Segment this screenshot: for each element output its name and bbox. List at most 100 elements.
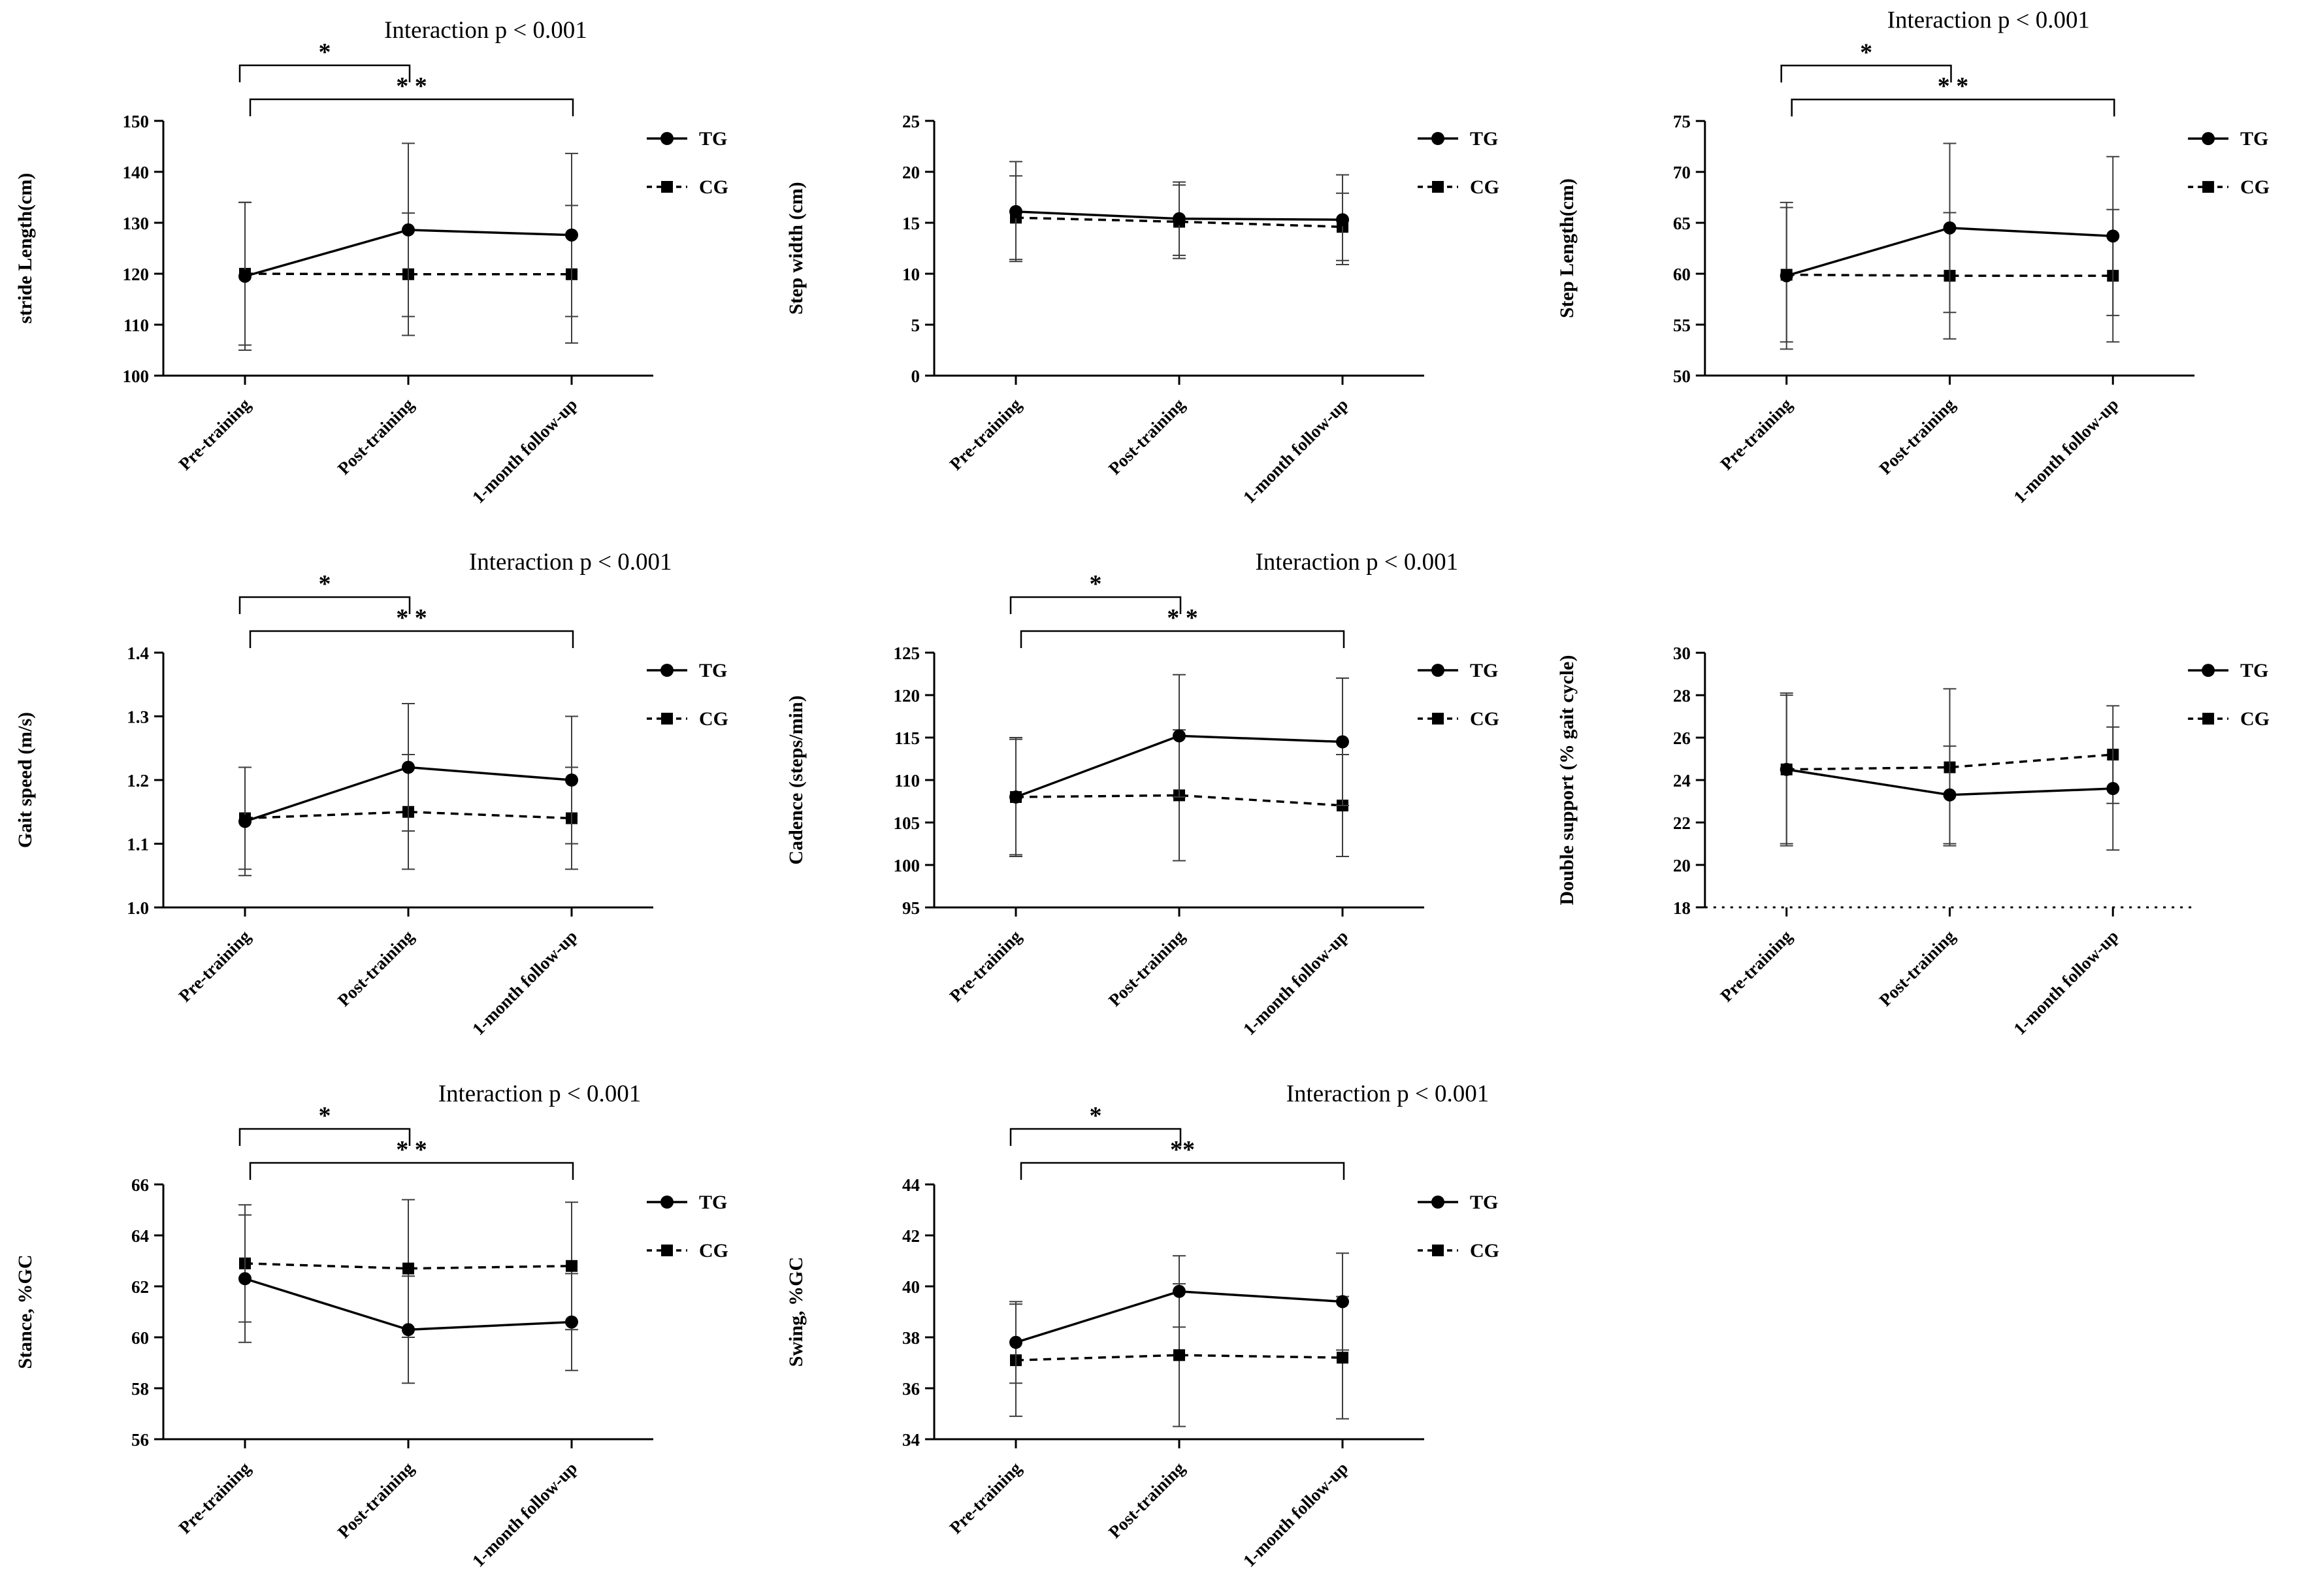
svg-text:115: 115 <box>894 728 920 748</box>
double-support-chart: 18 20 22 24 26 28 30 Pre-training Post-training 1… <box>1556 643 2270 1039</box>
chart-panel-stance: 56 58 60 62 64 66 Pre-training Post-training 1-m… <box>0 1064 771 1595</box>
svg-text:66: 66 <box>131 1175 149 1195</box>
svg-text:CG: CG <box>1470 1240 1499 1262</box>
step-width-chart: 0 5 10 15 20 25 Pre-training Post-training 1-mon… <box>785 112 1499 507</box>
svg-text:20: 20 <box>902 163 920 182</box>
svg-text:Pre-training: Pre-training <box>946 395 1026 474</box>
svg-text:*: * <box>1090 1102 1102 1130</box>
svg-text:140: 140 <box>123 163 150 182</box>
svg-text:Post-training: Post-training <box>334 1458 418 1542</box>
svg-text:TG: TG <box>2240 128 2268 150</box>
chart-panel-double-support: 18 20 22 24 26 28 30 Pre-training Post-training 1… <box>1542 532 2312 1064</box>
svg-text:1-month follow-up: 1-month follow-up <box>1239 395 1352 507</box>
svg-text:55: 55 <box>1673 316 1691 335</box>
svg-text:15: 15 <box>902 214 920 233</box>
svg-text:Post-training: Post-training <box>334 395 418 479</box>
svg-text:Interaction p < 0.001: Interaction p < 0.001 <box>1887 6 2090 33</box>
cadence-chart: 95 100 105 110 115 120 125 Pre-training Post-tra… <box>785 549 1499 1039</box>
svg-text:1.0: 1.0 <box>127 898 149 918</box>
chart-panel-step-width: 0 5 10 15 20 25 Pre-training Post-training 1-mon… <box>771 0 1542 532</box>
svg-text:CG: CG <box>2240 708 2270 730</box>
svg-text:Cadence (steps/min): Cadence (steps/min) <box>785 695 807 864</box>
chart-panel-swing: 34 36 38 40 42 44 Pre-training Post-training 1-m… <box>771 1064 1542 1595</box>
svg-text:*: * <box>1860 39 1872 66</box>
chart-panel-gait-speed: 1.0 1.1 1.2 1.3 1.4 Pre-training Post-training… <box>0 532 771 1064</box>
svg-text:110: 110 <box>894 771 920 790</box>
svg-text:Post-training: Post-training <box>1875 926 1959 1010</box>
svg-text:25: 25 <box>902 112 920 131</box>
svg-text:58: 58 <box>131 1379 149 1399</box>
svg-text:TG: TG <box>1470 660 1498 681</box>
svg-text:150: 150 <box>123 112 150 131</box>
svg-text:*: * <box>319 1102 331 1130</box>
svg-text:CG: CG <box>1470 176 1499 198</box>
svg-text:TG: TG <box>1470 1192 1498 1213</box>
svg-text:* *: * * <box>396 1136 427 1164</box>
svg-text:120: 120 <box>894 686 920 706</box>
svg-text:Post-training: Post-training <box>1105 395 1189 479</box>
svg-text:22: 22 <box>1673 813 1691 833</box>
svg-text:Interaction p < 0.001: Interaction p < 0.001 <box>438 1081 642 1107</box>
svg-text:Post-training: Post-training <box>334 926 418 1011</box>
svg-text:50: 50 <box>1673 366 1691 386</box>
svg-text:Double support (% gait cycle): Double support (% gait cycle) <box>1556 655 1578 905</box>
svg-text:5: 5 <box>911 316 920 335</box>
svg-text:* *: * * <box>396 73 427 100</box>
svg-text:44: 44 <box>902 1175 920 1195</box>
svg-text:56: 56 <box>131 1430 149 1450</box>
svg-text:1.4: 1.4 <box>127 643 149 663</box>
svg-text:CG: CG <box>699 1240 728 1262</box>
svg-text:Interaction p < 0.001: Interaction p < 0.001 <box>384 17 587 44</box>
svg-text:Interaction p < 0.001: Interaction p < 0.001 <box>1286 1081 1490 1107</box>
svg-text:20: 20 <box>1673 856 1691 875</box>
svg-text:1-month follow-up: 1-month follow-up <box>468 926 581 1039</box>
svg-text:65: 65 <box>1673 214 1691 233</box>
stance-chart: 56 58 60 62 64 66 Pre-training Post-training 1-m… <box>14 1081 728 1571</box>
svg-text:TG: TG <box>2240 660 2268 681</box>
svg-text:24: 24 <box>1673 771 1691 790</box>
svg-text:stride Length(cm): stride Length(cm) <box>14 173 36 324</box>
svg-text:10: 10 <box>902 265 920 284</box>
svg-text:34: 34 <box>902 1430 920 1450</box>
svg-text:Pre-training: Pre-training <box>175 1458 255 1538</box>
svg-text:CG: CG <box>699 708 728 730</box>
svg-text:Swing, %GC: Swing, %GC <box>785 1257 807 1367</box>
svg-text:70: 70 <box>1673 163 1691 182</box>
svg-text:Pre-training: Pre-training <box>1716 926 1796 1005</box>
svg-text:CG: CG <box>1470 708 1499 730</box>
gait-speed-chart: 1.0 1.1 1.2 1.3 1.4 Pre-training Post-training… <box>14 549 728 1039</box>
svg-text:Step width (cm): Step width (cm) <box>785 182 807 314</box>
svg-text:120: 120 <box>123 265 150 284</box>
svg-text:105: 105 <box>894 813 920 833</box>
svg-text:110: 110 <box>123 316 149 335</box>
svg-text:CG: CG <box>699 176 728 198</box>
svg-text:TG: TG <box>699 1192 727 1213</box>
svg-text:Post-training: Post-training <box>1105 1458 1189 1542</box>
svg-text:18: 18 <box>1673 898 1691 918</box>
svg-text:* *: * * <box>1167 604 1198 632</box>
svg-text:28: 28 <box>1673 686 1691 706</box>
stride-length-chart: 100 110 120 130 140 150 Pre-training Post-train… <box>14 17 728 507</box>
svg-text:1-month follow-up: 1-month follow-up <box>2010 395 2122 507</box>
svg-text:60: 60 <box>131 1328 149 1348</box>
svg-text:38: 38 <box>902 1328 920 1348</box>
svg-text:1-month follow-up: 1-month follow-up <box>468 1458 581 1571</box>
svg-text:0: 0 <box>911 366 920 386</box>
svg-text:Interaction p < 0.001: Interaction p < 0.001 <box>1255 549 1458 576</box>
svg-text:125: 125 <box>894 643 920 663</box>
svg-text:75: 75 <box>1673 112 1691 131</box>
chart-panel-cadence: 95 100 105 110 115 120 125 Pre-training Post-tra… <box>771 532 1542 1064</box>
svg-text:TG: TG <box>699 128 727 150</box>
svg-text:* *: * * <box>396 604 427 632</box>
svg-text:26: 26 <box>1673 728 1691 748</box>
svg-text:Pre-training: Pre-training <box>946 1458 1026 1538</box>
svg-text:1-month follow-up: 1-month follow-up <box>468 395 581 507</box>
svg-text:*: * <box>319 39 331 66</box>
svg-text:Pre-training: Pre-training <box>946 926 1026 1006</box>
svg-text:40: 40 <box>902 1277 920 1297</box>
svg-text:Step Length(cm): Step Length(cm) <box>1556 178 1578 318</box>
svg-text:Post-training: Post-training <box>1105 926 1189 1011</box>
svg-text:1.2: 1.2 <box>127 771 149 790</box>
svg-text:95: 95 <box>902 898 920 918</box>
